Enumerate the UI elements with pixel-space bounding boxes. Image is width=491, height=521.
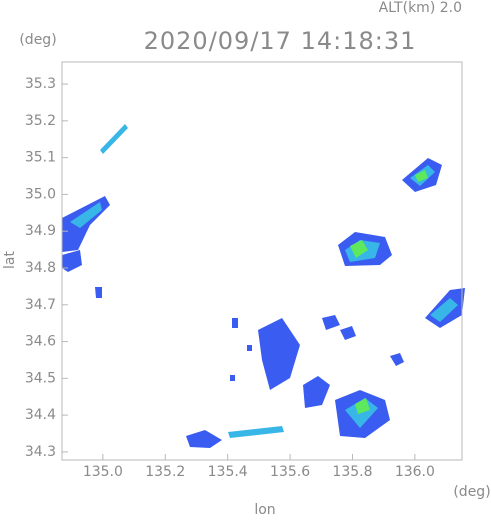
chart-title: 2020/09/17 14:18:31 (144, 27, 417, 55)
y-tick-label: 34.4 (25, 407, 56, 423)
x-tick-label: 136.0 (395, 464, 435, 480)
y-tick-label: 34.7 (25, 297, 56, 313)
y-label: lat (2, 251, 18, 269)
y-tick-label: 35.2 (25, 113, 56, 129)
y-tick-label: 35.0 (25, 186, 56, 202)
radar-echoes (62, 124, 465, 448)
y-tick-label: 34.5 (25, 370, 56, 386)
y-tick-label: 34.8 (25, 260, 56, 276)
altitude: ALT(km) 2.0 (379, 0, 462, 16)
x-label: lon (254, 502, 275, 518)
y-tick-label: 35.3 (25, 76, 56, 92)
y-tick-label: 34.6 (25, 334, 56, 350)
y-tick-label: 34.9 (25, 223, 56, 239)
plot-frame (61, 61, 463, 461)
x-unit: (deg) (453, 484, 490, 500)
x-tick-label: 135.2 (145, 464, 185, 480)
x-tick-label: 135.0 (83, 464, 123, 480)
y-unit: (deg) (19, 32, 56, 48)
x-tick-label: 135.4 (208, 464, 248, 480)
y-tick-label: 34.3 (25, 444, 56, 460)
x-tick-label: 135.8 (332, 464, 372, 480)
x-tick-label: 135.6 (270, 464, 310, 480)
y-tick-label: 35.1 (25, 150, 56, 166)
